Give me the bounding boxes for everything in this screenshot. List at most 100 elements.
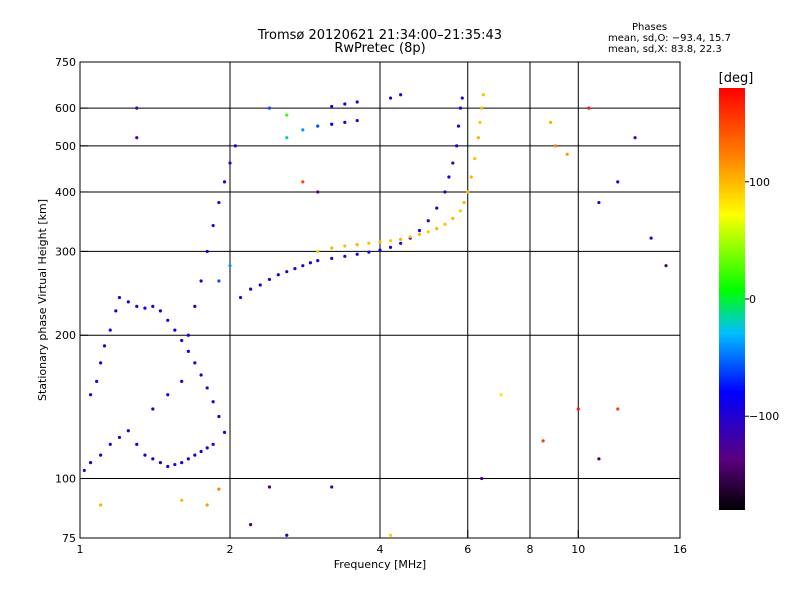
scatter-point: [99, 503, 103, 507]
scatter-point: [173, 462, 177, 467]
scatter-point: [222, 180, 227, 184]
scatter-point: [95, 379, 99, 383]
scatter-point: [217, 487, 221, 491]
x-tick-label: 6: [464, 543, 471, 556]
scatter-point: [135, 106, 139, 110]
scatter-point: [233, 144, 237, 148]
scatter-point: [417, 228, 422, 233]
scatter-point: [267, 277, 272, 282]
colorbar-tick-label: 100: [749, 176, 770, 189]
scatter-point: [193, 453, 197, 457]
phases-heading: Phases: [632, 22, 668, 33]
scatter-point: [460, 96, 464, 100]
scatter-point: [399, 93, 403, 97]
colorbar-label: [deg]: [719, 71, 754, 86]
scatter-point: [458, 106, 463, 110]
scatter-point: [117, 295, 122, 300]
colorbar-tick-label: 0: [749, 293, 756, 306]
scatter-point: [102, 344, 107, 348]
scatter-point: [143, 453, 147, 457]
scatter-point: [443, 222, 447, 226]
scatter-point: [205, 503, 209, 507]
scatter-point: [193, 304, 197, 308]
scatter-point: [126, 300, 130, 304]
scatter-point: [173, 328, 177, 332]
scatter-point: [276, 273, 280, 277]
scatter-point: [205, 386, 209, 390]
scatter-point: [211, 442, 215, 446]
scatter-point: [114, 309, 118, 313]
scatter-point: [267, 485, 272, 489]
scatter-point: [108, 328, 112, 332]
scatter-point: [633, 136, 637, 140]
scatter-point: [205, 249, 209, 254]
scatter-point: [151, 304, 155, 308]
scatter-point: [267, 106, 272, 110]
scatter-point: [417, 232, 422, 236]
scatter-point: [378, 240, 382, 244]
scatter-point: [88, 461, 93, 465]
scatter-point: [166, 464, 170, 469]
scatter-point: [211, 223, 215, 228]
scatter-point: [476, 136, 480, 140]
scatter-point: [426, 219, 430, 223]
scatter-point: [367, 241, 371, 245]
scatter-point: [158, 309, 163, 313]
scatter-point: [664, 264, 668, 268]
y-tick-label: 400: [55, 186, 76, 199]
phases-o-stats: mean, sd,O: −93.4, 15.7: [608, 33, 731, 44]
colorbar: [719, 88, 745, 510]
scatter-point: [378, 248, 382, 252]
scatter-point: [343, 120, 347, 124]
y-axis-label: Stationary phase Virtual Height [km]: [36, 199, 49, 401]
scatter-point: [180, 379, 184, 383]
scatter-point: [193, 361, 197, 365]
y-tick-label: 600: [55, 102, 76, 115]
scatter-point: [388, 239, 393, 243]
scatter-point: [108, 442, 112, 446]
x-tick-label: 4: [377, 543, 384, 556]
x-tick-label: 1: [77, 543, 84, 556]
scatter-point: [316, 249, 320, 254]
scatter-point: [249, 287, 253, 291]
y-tick-label: 75: [62, 532, 76, 545]
scatter-point: [301, 128, 305, 132]
scatter-point: [597, 200, 601, 205]
scatter-point: [462, 200, 466, 205]
scatter-point: [285, 270, 289, 274]
scatter-point: [330, 485, 334, 489]
scatter-point: [355, 100, 359, 104]
scatter-point: [388, 245, 393, 249]
x-axis-label: Frequency [MHz]: [334, 558, 426, 571]
scatter-point: [88, 393, 93, 397]
scatter-point: [399, 241, 403, 245]
scatter-point: [451, 161, 455, 165]
scatter-point: [166, 393, 170, 397]
scatter-point: [480, 106, 484, 110]
scatter-point: [217, 279, 221, 283]
scatter-point: [553, 144, 558, 148]
scatter-point: [426, 230, 430, 234]
scatter-point: [285, 136, 289, 140]
x-tick-label: 8: [527, 543, 534, 556]
scatter-point: [355, 252, 359, 256]
scatter-point: [82, 468, 86, 473]
scatter-point: [316, 258, 320, 263]
scatter-point: [199, 373, 203, 377]
scatter-point: [211, 400, 215, 404]
scatter-point: [408, 235, 412, 239]
scatter-point: [597, 457, 601, 461]
scatter-point: [435, 227, 439, 231]
scatter-point: [388, 96, 393, 100]
scatter-point: [330, 246, 334, 250]
scatter-point: [228, 264, 232, 268]
scatter-point: [447, 175, 451, 179]
colorbar-tick-label: −100: [749, 410, 779, 423]
scatter-point: [480, 476, 484, 481]
scatter-point: [330, 256, 334, 261]
scatter-point: [456, 124, 461, 128]
scatter-point: [616, 180, 620, 184]
scatter-point: [285, 113, 289, 117]
scatter-point: [135, 136, 139, 140]
